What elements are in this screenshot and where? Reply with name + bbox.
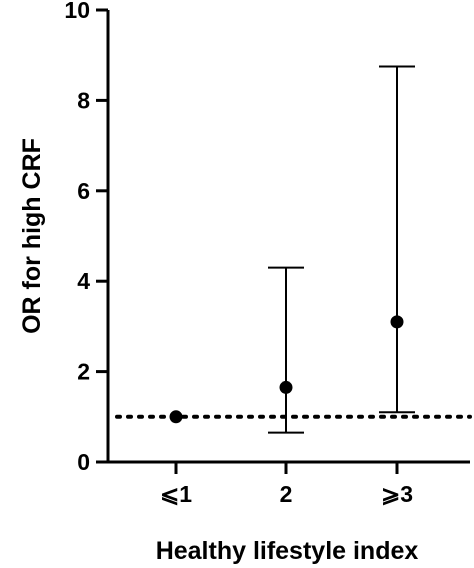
y-tick-label: 2 <box>77 359 90 385</box>
y-tick-label: 6 <box>77 178 90 204</box>
y-tick-label: 0 <box>77 449 90 475</box>
y-tick-label: 10 <box>64 0 90 23</box>
x-tick-label: 2 <box>280 481 293 507</box>
data-point <box>390 315 404 329</box>
x-axis-title: Healthy lifestyle index <box>156 537 419 565</box>
x-axis-ticks: ⩽1 2 ⩾3 <box>160 462 413 507</box>
axes <box>106 10 470 464</box>
x-tick-label: ⩾3 <box>381 481 413 507</box>
y-axis-title: OR for high CRF <box>18 138 46 334</box>
data-point <box>169 410 183 424</box>
data-points <box>169 315 404 424</box>
error-bars <box>268 65 415 434</box>
y-tick-label: 4 <box>77 268 90 294</box>
y-axis-ticks: 0 2 4 6 8 10 <box>64 0 108 475</box>
data-point <box>279 380 293 394</box>
x-tick-label: ⩽1 <box>160 481 192 507</box>
y-tick-label: 8 <box>77 87 90 113</box>
